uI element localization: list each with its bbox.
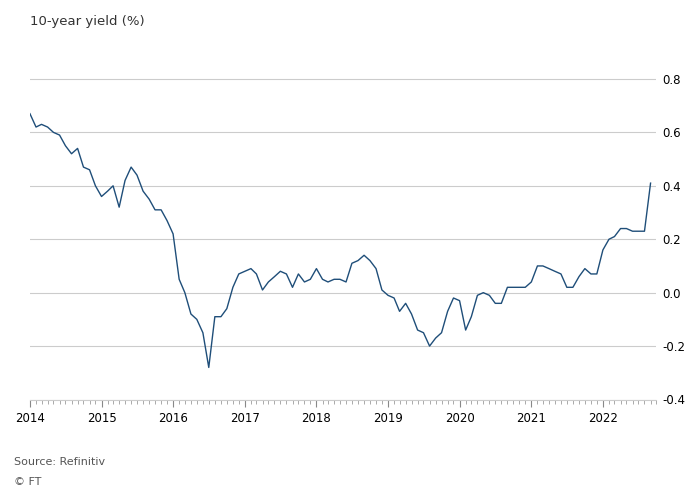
Text: © FT: © FT (14, 477, 41, 487)
Text: 10-year yield (%): 10-year yield (%) (30, 15, 145, 28)
Text: Source: Refinitiv: Source: Refinitiv (14, 457, 105, 467)
